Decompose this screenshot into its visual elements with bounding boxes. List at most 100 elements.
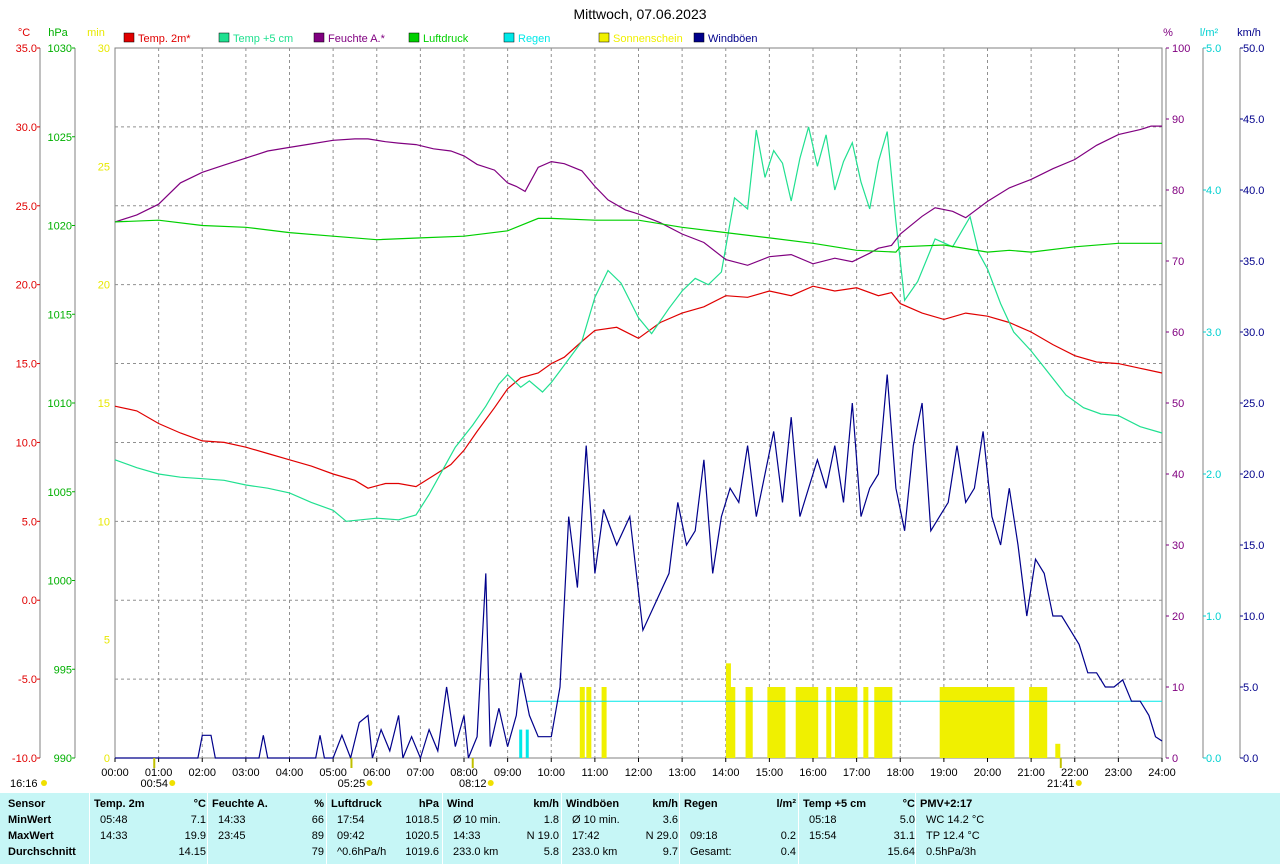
stats-column-separator <box>915 793 916 864</box>
axis-tick-label: 10.0 <box>16 437 37 449</box>
stats-cell-label: 14:33 <box>218 814 246 826</box>
plot-area <box>114 125 1163 761</box>
stats-column-unit: °C <box>902 798 915 810</box>
sunshine-bar <box>882 687 888 758</box>
x-tick-label: 20:00 <box>974 767 1002 779</box>
x-tick-label: 15:00 <box>756 767 784 779</box>
legend-swatch <box>503 32 515 43</box>
legend-label: Sonnenschein <box>613 33 683 45</box>
stats-cell-label: 09:18 <box>690 830 718 842</box>
stats-column-unit: °C <box>193 798 206 810</box>
stats-cell-value: 5.0 <box>899 814 915 826</box>
sunshine-bar <box>965 687 971 758</box>
axis-tick-label: 40 <box>1172 469 1184 481</box>
sunshine-bar <box>1055 743 1061 758</box>
axis-tick-label: 25.0 <box>1243 398 1264 410</box>
legend-label: Luftdruck <box>423 33 469 45</box>
stats-cell-label: 233.0 km <box>453 846 499 858</box>
legend-swatch <box>218 32 230 43</box>
sunshine-bar <box>874 687 880 758</box>
grid <box>114 47 1163 759</box>
series-line-feuchte-a <box>114 125 1162 266</box>
x-tick-label: 02:00 <box>188 767 216 779</box>
sunshine-bar <box>826 687 832 758</box>
stats-cell-value: 9.7 <box>662 846 678 858</box>
sunshine-bar <box>848 687 854 758</box>
sunshine-bar <box>1005 687 1011 758</box>
stats-column-separator <box>326 793 327 864</box>
axis-tick-label: -10.0 <box>12 753 37 765</box>
legend-swatch <box>408 32 420 43</box>
axis-tick-label: 45.0 <box>1243 114 1264 126</box>
axis-tick-label: 1010 <box>48 398 72 410</box>
axis-tick-label: 50 <box>1172 398 1184 410</box>
sunshine-bar <box>767 687 773 758</box>
sunshine-bar <box>780 687 786 758</box>
stats-column-unit: km/h <box>533 798 559 810</box>
x-tick-label: 06:00 <box>363 767 391 779</box>
axis-tick-label: 10.0 <box>1243 611 1264 623</box>
rain-bar <box>525 729 529 758</box>
series-line-luftdruck <box>114 217 1162 253</box>
sunshine-bar <box>730 687 736 758</box>
legend-label: Temp +5 cm <box>233 33 293 45</box>
sunshine-bar <box>983 687 989 758</box>
stats-column-title: PMV+2:17 <box>920 798 973 810</box>
statistics-table: Sensor MinWert MaxWert Durchschnitt Temp. 2m… <box>0 793 1280 864</box>
axis-tick-label: 995 <box>54 664 72 676</box>
sun-marker <box>169 780 176 786</box>
stats-column-title: Temp. 2m <box>94 798 145 810</box>
axis-tick-label: 30.0 <box>16 122 37 134</box>
sunshine-bar <box>747 687 753 758</box>
axis-tick-label: 35.0 <box>16 43 37 55</box>
stats-cell-label: Ø 10 min. <box>453 814 501 826</box>
stats-row-label: MinWert <box>8 814 52 826</box>
stats-column-title: Luftdruck <box>331 798 382 810</box>
axis-tick-label: 25.0 <box>16 201 37 213</box>
stats-column-unit: hPa <box>418 798 439 810</box>
x-tick-label: 22:00 <box>1061 767 1089 779</box>
legend-swatch <box>598 32 610 43</box>
x-tick-label: 09:00 <box>494 767 522 779</box>
x-tick-label: 04:00 <box>276 767 304 779</box>
axis-tick-label: 60 <box>1172 327 1184 339</box>
axis-tick-label: 1030 <box>48 43 72 55</box>
x-tick-label: 12:00 <box>625 767 653 779</box>
axis-tick-label: 20 <box>98 280 110 292</box>
stats-column-unit: % <box>314 798 324 810</box>
sunshine-bar <box>579 687 585 758</box>
sunshine-bar <box>839 687 845 758</box>
stats-cell-value: 1019.6 <box>405 846 439 858</box>
series-line-temp-2m <box>114 285 1163 489</box>
x-tick-label: 00:00 <box>101 767 129 779</box>
x-tick-label: 13:00 <box>668 767 696 779</box>
weather-chart: Mittwoch, 07.06.2023 Temp. 2m* Temp +5 cm… <box>10 6 1265 790</box>
sunshine-bar <box>725 663 731 758</box>
stats-cell-value: 66 <box>311 814 324 826</box>
sunshine-bar <box>804 687 810 758</box>
sunshine-bar <box>957 687 963 758</box>
stats-row-label: Sensor <box>8 798 46 810</box>
x-axis: 00:00 01:00 02:00 03:00 04:00 05:00 06:00 07:00… <box>101 758 1176 779</box>
stats-column-separator <box>561 793 562 864</box>
x-tick-label: 01:00 <box>145 767 173 779</box>
stats-cell-value: 15.64 <box>887 846 915 858</box>
sunshine-bar <box>1033 687 1039 758</box>
axis-unit-label: min <box>87 27 105 39</box>
x-tick-label: 24:00 <box>1148 767 1176 779</box>
x-tick-label: 23:00 <box>1105 767 1133 779</box>
axis-tick-label: 0.0 <box>1243 753 1258 765</box>
y-axes: °C 35.0 30.0 25.0 20.0 15.0 10.0 5.0 0.0 -5.0 -10.… <box>12 27 1265 765</box>
legend-label: Regen <box>518 33 550 45</box>
stats-cell-label: 17:42 <box>572 830 600 842</box>
stats-cell-label: 05:18 <box>809 814 837 826</box>
sunshine-bar <box>776 687 782 758</box>
axis-tick-label: 1.0 <box>1206 611 1221 623</box>
sunshine-bar <box>1042 687 1048 758</box>
stats-cell-label: ^0.6hPa/h <box>337 846 387 858</box>
sunshine-bar <box>978 687 984 758</box>
axis-tick-label: 1020 <box>48 221 72 233</box>
axis-tick-label: 80 <box>1172 185 1184 197</box>
axis-tick-label: 5.0 <box>1243 682 1258 694</box>
legend-label: Feuchte A.* <box>328 33 386 45</box>
